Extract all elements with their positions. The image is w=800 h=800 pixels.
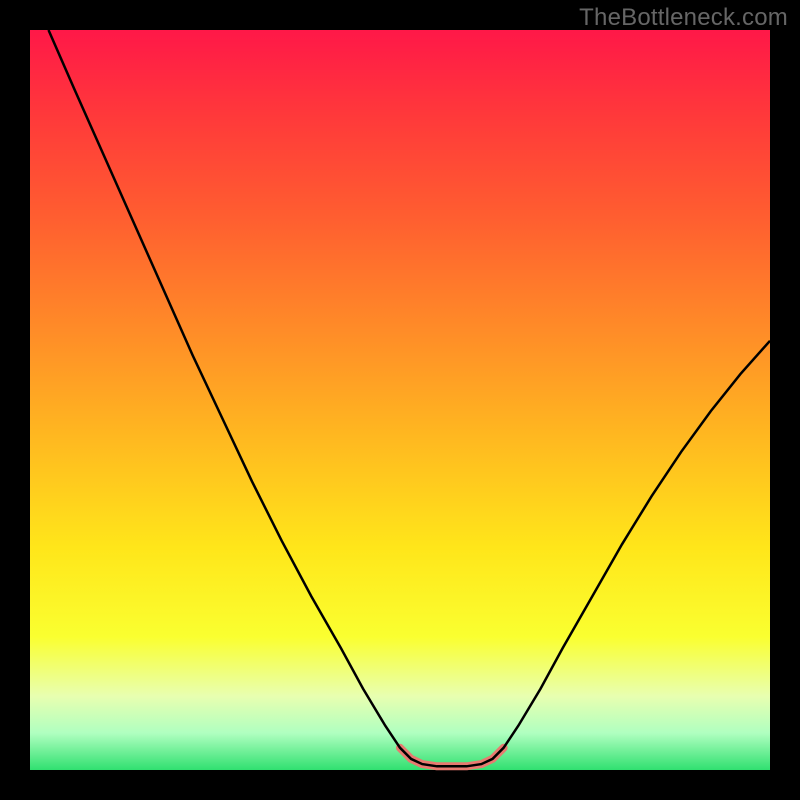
chart-svg <box>0 0 800 800</box>
plot-background <box>30 30 770 770</box>
chart-container: TheBottleneck.com <box>0 0 800 800</box>
watermark-text: TheBottleneck.com <box>579 4 788 32</box>
